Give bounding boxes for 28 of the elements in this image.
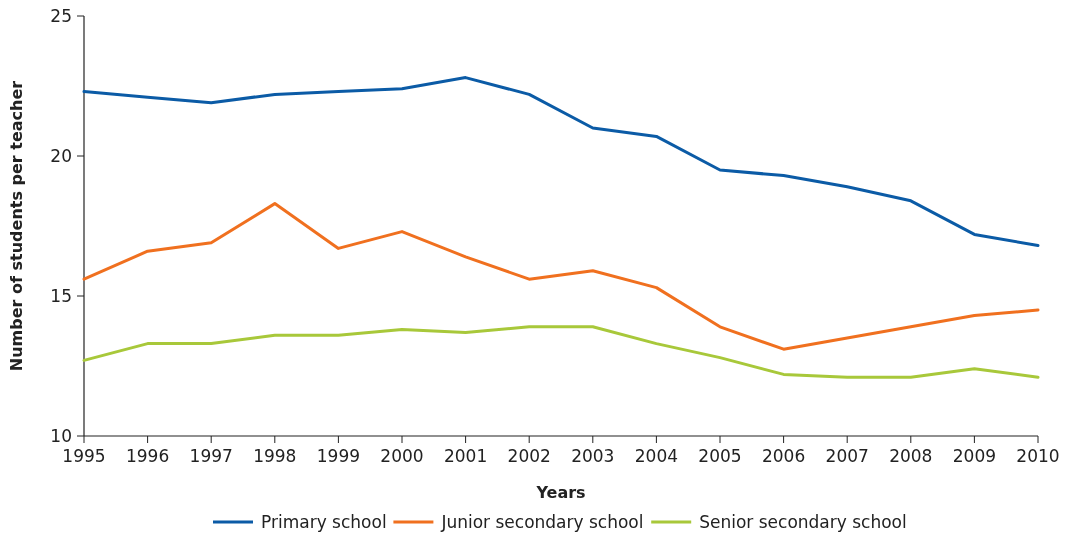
x-tick-label: 1998 xyxy=(253,446,297,466)
legend-label: Junior secondary school xyxy=(440,511,644,532)
x-tick-label: 2003 xyxy=(571,446,615,466)
y-tick-label: 15 xyxy=(50,285,72,306)
line-series xyxy=(82,325,1040,379)
x-tick-label: 2005 xyxy=(698,446,742,466)
y-tick-label: 10 xyxy=(50,425,72,446)
x-tick-label: 2008 xyxy=(889,446,933,466)
x-tick-label: 1997 xyxy=(189,446,233,466)
x-tick-label: 2010 xyxy=(1016,446,1060,466)
x-tick-label: 1996 xyxy=(125,446,170,466)
x-tick-label: 2007 xyxy=(825,446,869,466)
x-axis-title: Years xyxy=(535,483,586,502)
x-tick-label: 2006 xyxy=(761,446,806,466)
x-tick-label: 2002 xyxy=(507,446,551,466)
x-tick-label: 1999 xyxy=(316,446,361,466)
y-tick-label: 25 xyxy=(50,5,72,26)
x-tick-label: 2001 xyxy=(443,446,488,466)
y-axis-title: Number of students per teacher xyxy=(7,80,26,372)
y-tick-label: 20 xyxy=(50,145,72,166)
legend-label: Primary school xyxy=(261,511,387,532)
x-tick-label: 2000 xyxy=(380,446,424,466)
x-tick-label: 1995 xyxy=(62,446,106,466)
legend-label: Senior secondary school xyxy=(699,511,907,532)
line-series xyxy=(82,202,1040,351)
line-series xyxy=(82,76,1040,248)
x-tick-label: 2004 xyxy=(634,446,679,466)
x-tick-label: 2009 xyxy=(952,446,997,466)
